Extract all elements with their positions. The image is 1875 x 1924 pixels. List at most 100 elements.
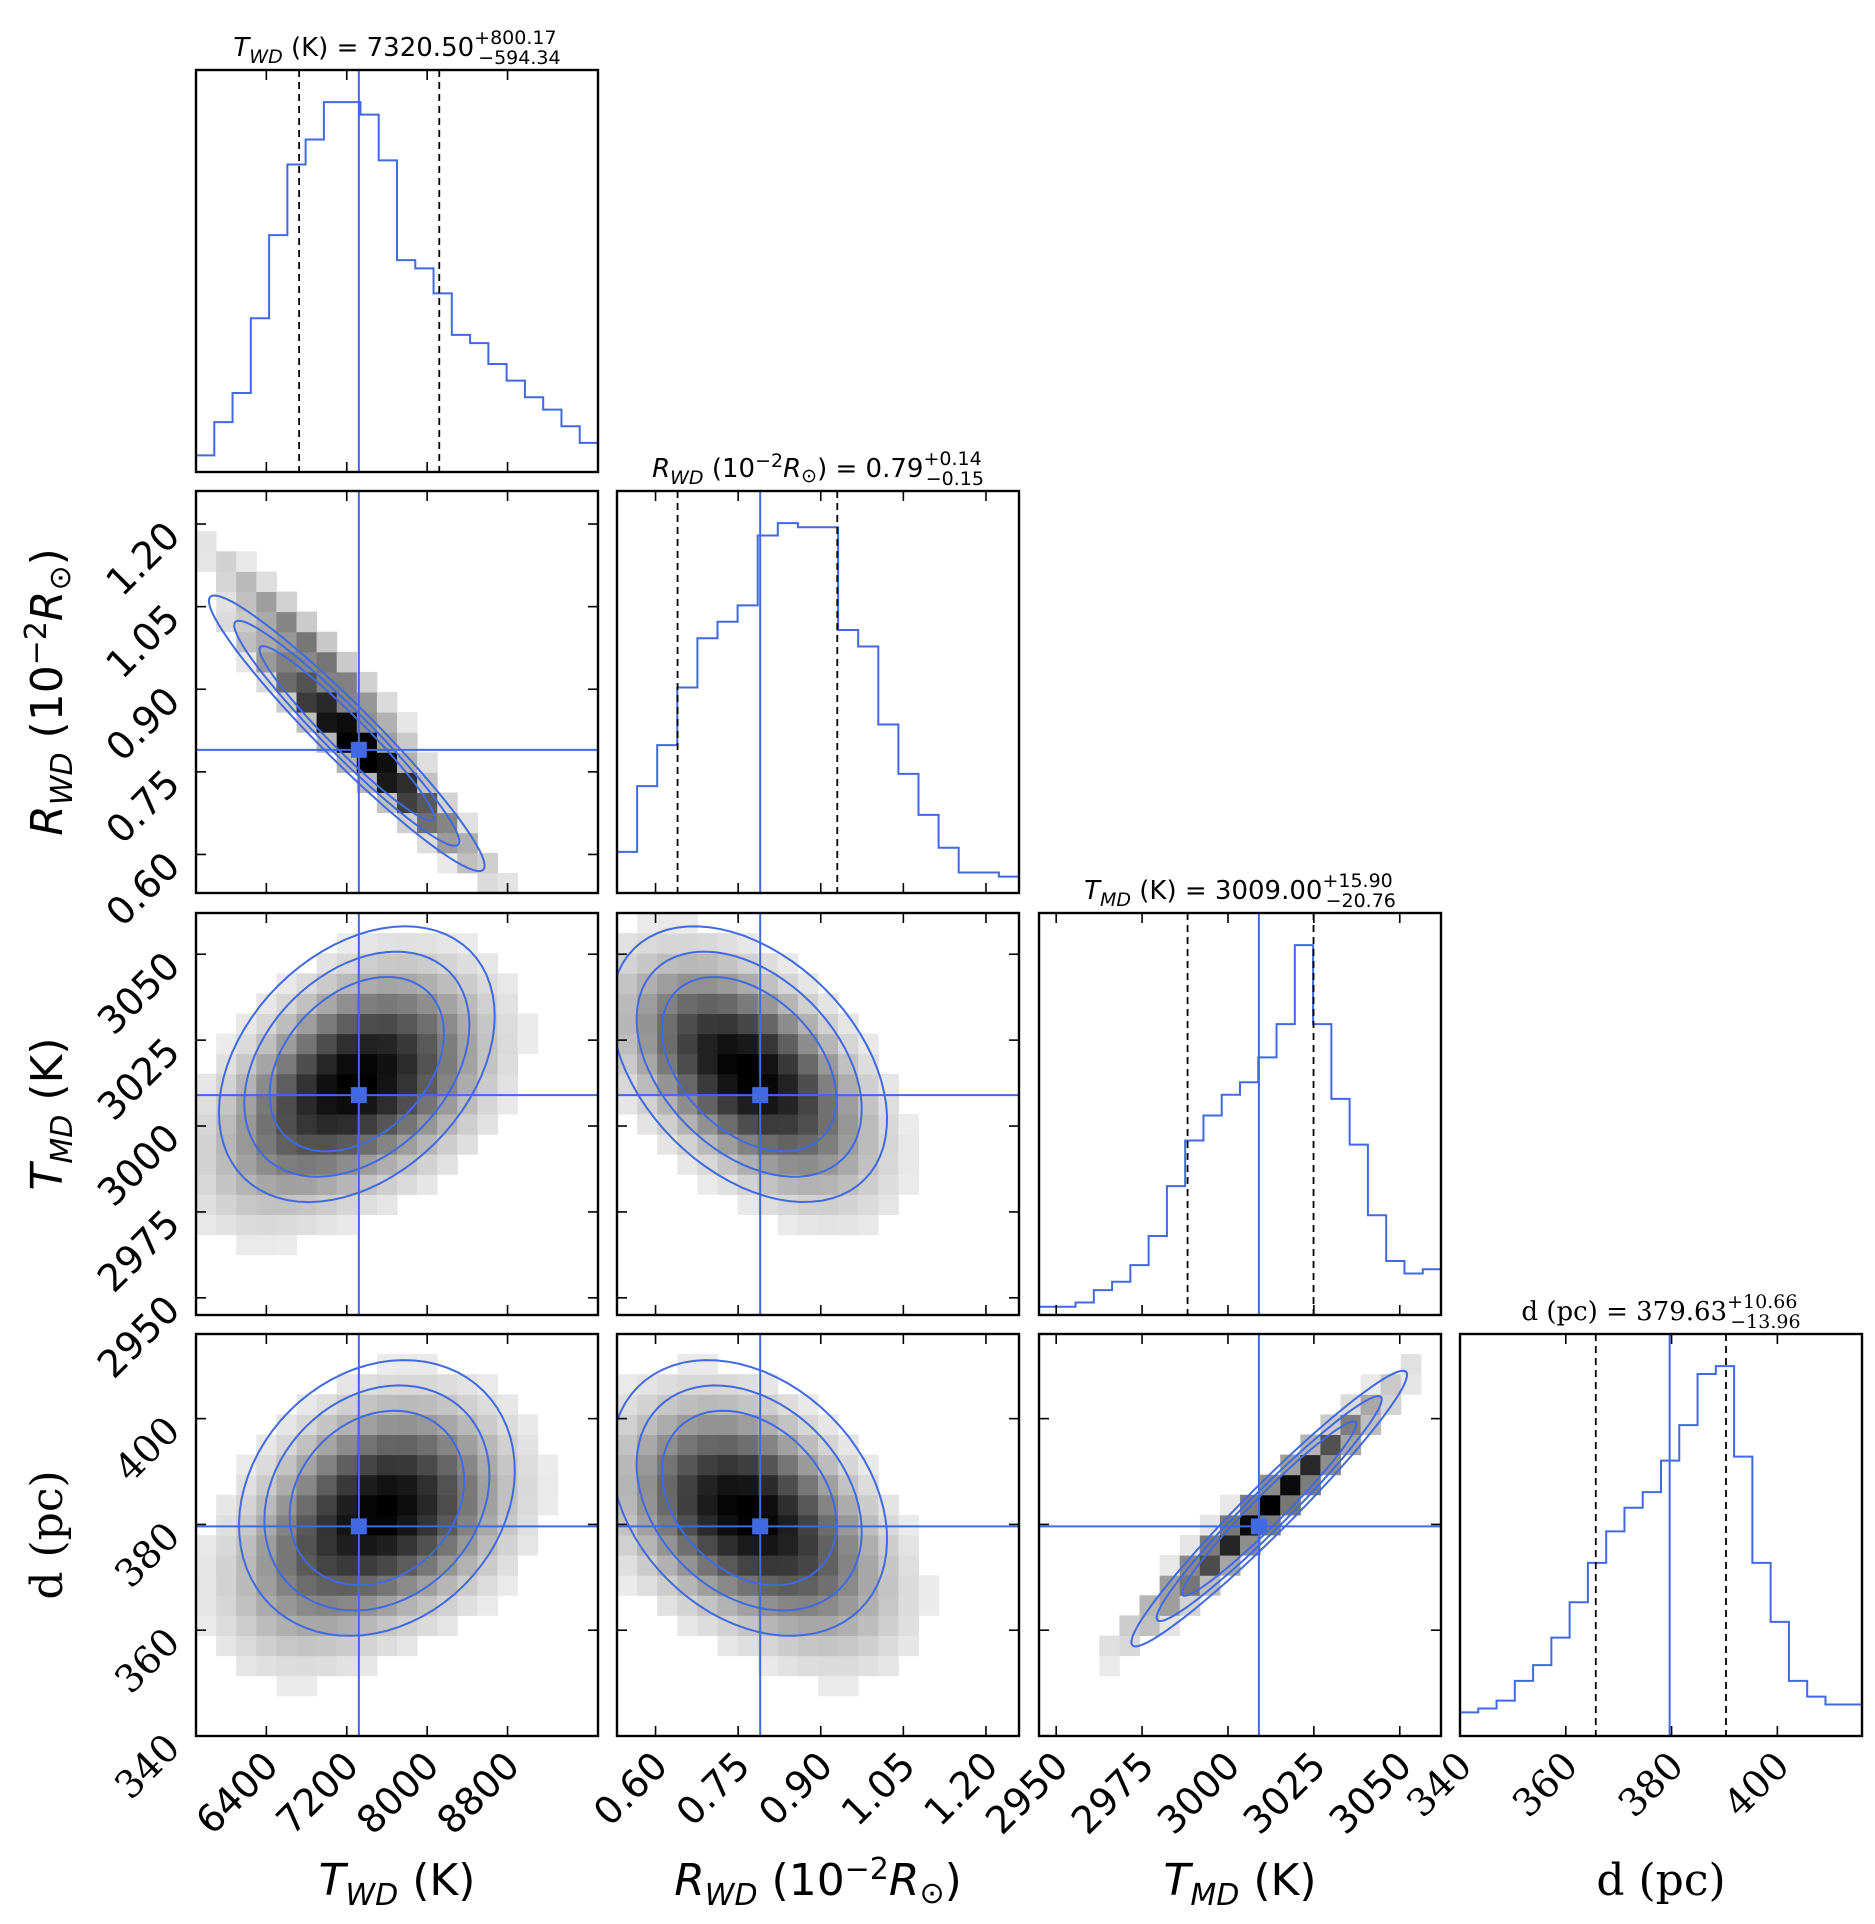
density-cell	[376, 1033, 398, 1055]
density-cell	[397, 712, 418, 733]
density-cell	[196, 1194, 217, 1215]
density-cell	[777, 1635, 799, 1657]
density-cell	[236, 551, 257, 572]
density-cell	[316, 712, 338, 733]
density-cell	[818, 1575, 839, 1596]
density-cell	[537, 1494, 559, 1516]
density-cell	[376, 772, 398, 793]
density-cell	[417, 1555, 438, 1576]
density-cell	[838, 1214, 859, 1236]
density-cell	[316, 1555, 338, 1576]
density-cell	[878, 1635, 899, 1657]
density-cell	[838, 1434, 859, 1456]
title-text: TMD (K) = 3009.00+15.90 −20.76	[1084, 870, 1396, 912]
density-cell	[296, 1434, 318, 1456]
density-cell	[777, 1053, 799, 1075]
density-cell	[236, 1595, 257, 1616]
density-cell	[437, 1514, 458, 1536]
density-cell	[397, 1053, 418, 1075]
density-cell	[677, 913, 698, 934]
hist-panel-tmd	[1037, 911, 1443, 1317]
density-cell	[677, 1555, 698, 1576]
hist-panel-rwd	[615, 489, 1021, 895]
density-cell	[657, 1414, 678, 1435]
density-cell	[797, 973, 819, 994]
density-cell	[677, 1394, 698, 1415]
density-cell	[336, 1013, 358, 1035]
density-cell	[336, 1194, 358, 1215]
y-axis-label-d: d (pc)	[22, 1470, 73, 1599]
density-cell	[878, 1615, 899, 1636]
density-cell	[737, 993, 759, 1014]
density-cell	[757, 1154, 779, 1175]
density-cell	[457, 1134, 478, 1155]
density-cell	[316, 1154, 338, 1175]
density-cell	[737, 1414, 759, 1435]
density-cell	[336, 1114, 358, 1135]
density-cell	[737, 1114, 759, 1135]
density-cell	[376, 1174, 398, 1195]
y-tick-label: 2975	[89, 1201, 189, 1301]
density-cell	[777, 1414, 799, 1435]
density-cell	[797, 1575, 819, 1596]
density-cell	[457, 1474, 478, 1496]
density-cell	[858, 1595, 879, 1616]
density-cell	[777, 1535, 799, 1556]
density-cell	[256, 1154, 277, 1175]
density-cell	[196, 1093, 217, 1115]
density-cell	[276, 1214, 297, 1236]
y-tick-label: 1.05	[97, 596, 188, 687]
density-cell	[437, 1033, 458, 1055]
density-cell	[777, 953, 799, 974]
truth-point	[350, 741, 367, 758]
density-cell	[717, 1615, 739, 1636]
density-cell	[236, 571, 257, 592]
density-cell	[838, 1514, 859, 1536]
density-cell	[316, 953, 338, 974]
density-cell	[336, 1053, 358, 1075]
density-cell	[517, 1474, 539, 1496]
density-cell	[457, 1555, 478, 1576]
density-cell	[417, 973, 438, 994]
density-cell	[617, 1555, 638, 1576]
density-cell	[397, 1134, 418, 1155]
density-cell	[216, 1635, 237, 1657]
density-cell	[376, 1535, 398, 1556]
density-cell	[617, 1013, 638, 1035]
panel-frame	[1037, 911, 1443, 1317]
density-cell	[477, 1494, 498, 1516]
y-tick-label: 3025	[89, 1029, 189, 1129]
y-tick-label: 0.75	[97, 761, 188, 852]
density-cell	[497, 1073, 519, 1095]
density-cell	[336, 1033, 358, 1055]
density-cell	[1159, 1555, 1181, 1576]
density-cell	[457, 1053, 478, 1075]
density-cell	[697, 1174, 718, 1195]
density-cell	[256, 1134, 277, 1155]
density-cell	[417, 752, 438, 773]
density-cell	[276, 1635, 297, 1657]
density-cell	[256, 611, 277, 633]
density-cell	[356, 692, 378, 713]
density-cell	[717, 1514, 739, 1536]
density-cell	[397, 1394, 418, 1415]
density-cell	[276, 651, 297, 673]
density-cell	[437, 1555, 458, 1576]
density-cell	[797, 1615, 819, 1636]
density-cell	[437, 993, 458, 1014]
contour-level-1	[258, 645, 435, 822]
density-cell	[477, 1053, 498, 1075]
y-tick-label: 360	[106, 1619, 188, 1701]
density-cell	[356, 1174, 378, 1195]
density-cell	[617, 1414, 638, 1435]
density-cell	[256, 1053, 277, 1075]
density-cell	[276, 1114, 297, 1135]
density-cell	[196, 531, 217, 552]
density-cell	[797, 1154, 819, 1175]
density-cell	[296, 1675, 318, 1697]
density-cell	[617, 993, 638, 1014]
density-cell	[316, 1494, 338, 1516]
ticks-3-1	[617, 1334, 1019, 1737]
panel-title-tmd: TMD (K) = 3009.00+15.90 −20.76	[1084, 870, 1396, 912]
density-cell	[457, 1374, 478, 1395]
